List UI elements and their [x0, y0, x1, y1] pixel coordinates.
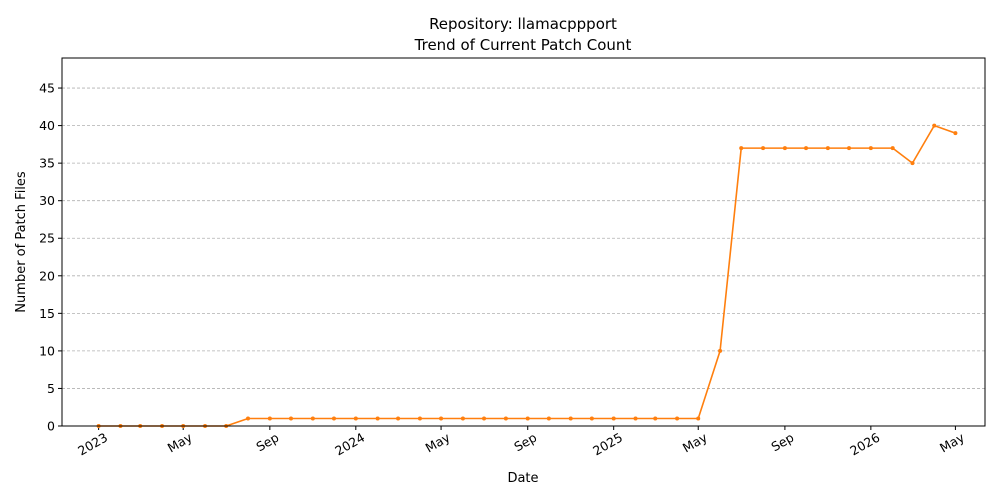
data-point	[353, 416, 358, 421]
y-tick-label: 40	[39, 118, 55, 133]
grid	[62, 87, 985, 389]
x-tick-label: May	[680, 429, 710, 455]
data-point	[331, 416, 336, 421]
data-point	[417, 416, 422, 421]
axes-frame	[61, 57, 986, 427]
data-point	[910, 161, 915, 166]
data-point	[696, 416, 701, 421]
y-tick-label: 45	[39, 81, 55, 96]
data-point	[503, 416, 508, 421]
y-tick-label: 15	[39, 306, 55, 321]
data-point	[525, 416, 530, 421]
data-point	[932, 123, 937, 128]
data-point	[482, 416, 487, 421]
data-point	[804, 146, 809, 151]
x-tick-label: Sep	[511, 430, 539, 455]
x-tick-label: 2025	[590, 430, 625, 459]
y-tick-label: 30	[39, 193, 55, 208]
data-point	[675, 416, 680, 421]
data-point	[267, 416, 272, 421]
data-point	[439, 416, 444, 421]
data-point	[847, 146, 852, 151]
data-point	[653, 416, 658, 421]
data-point	[611, 416, 616, 421]
x-tick-label: 2024	[332, 430, 367, 459]
x-axis: 2023 May Sep 2024 May Sep 2025 May Sep 2026 May	[75, 426, 967, 459]
x-tick-label: 2023	[75, 430, 110, 459]
data-point	[868, 146, 873, 151]
data-point	[460, 416, 465, 421]
x-tick-label: May	[165, 429, 195, 455]
x-tick-label: May	[423, 429, 453, 455]
data-point	[589, 416, 594, 421]
y-tick-label: 5	[47, 381, 55, 396]
chart-subtitle: Trend of Current Patch Count	[414, 36, 632, 54]
y-tick-label: 35	[39, 156, 55, 171]
data-point	[718, 348, 723, 353]
data-point	[396, 416, 401, 421]
y-tick-label: 0	[47, 419, 55, 434]
plot-area	[96, 123, 958, 428]
x-axis-label: Date	[507, 471, 538, 486]
data-point	[568, 416, 573, 421]
data-point	[761, 146, 766, 151]
x-tick-label: 2026	[847, 430, 882, 459]
data-point	[288, 416, 293, 421]
data-point	[890, 146, 895, 151]
data-point	[782, 146, 787, 151]
chart-title: Repository: llamacppport	[429, 15, 617, 33]
data-point	[375, 416, 380, 421]
data-point	[633, 416, 638, 421]
y-axis: 0 5 10 15 20 25 30 35 40 45	[39, 81, 62, 434]
y-axis-label: Number of Patch Files	[14, 171, 29, 313]
x-tick-label: Sep	[253, 430, 281, 455]
y-tick-label: 25	[39, 231, 55, 246]
x-tick-label: May	[937, 429, 967, 455]
data-point	[546, 416, 551, 421]
data-point	[825, 146, 830, 151]
data-point	[310, 416, 315, 421]
data-point	[246, 416, 251, 421]
x-tick-label: Sep	[768, 430, 796, 455]
y-tick-label: 20	[39, 268, 55, 283]
data-point	[953, 131, 958, 136]
data-point	[739, 146, 744, 151]
y-tick-label: 10	[39, 343, 55, 358]
